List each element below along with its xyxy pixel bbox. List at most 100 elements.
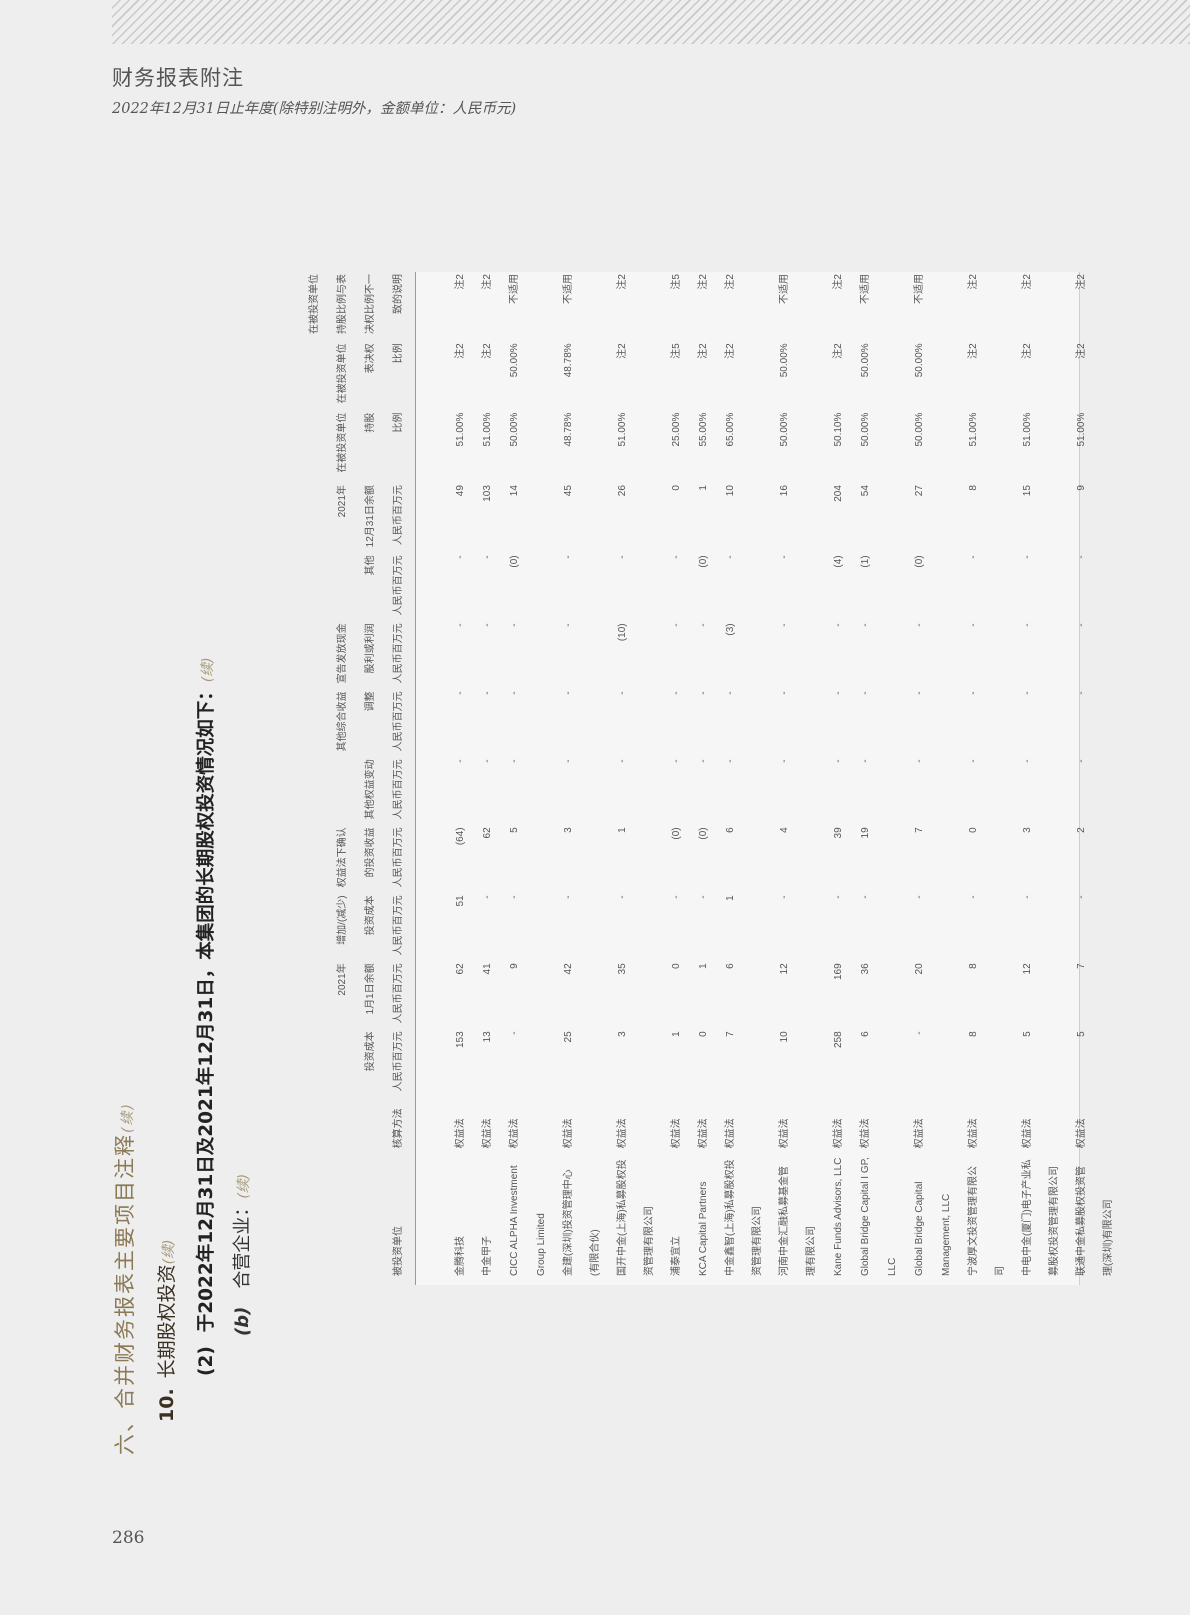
sub-title: 于2022年12月31日及2021年12月31日，本集团的长期股权投资情况如下： xyxy=(196,682,217,1333)
table-cell: - xyxy=(968,895,979,899)
table-cell: 2 xyxy=(1076,827,1087,833)
table-cell: - xyxy=(725,555,736,559)
column-header-line: 增加/(减少) xyxy=(337,895,348,945)
column-header-line: 宣告发放现金 xyxy=(337,623,348,684)
table-cell: - xyxy=(509,623,520,627)
table-cell: - xyxy=(914,759,925,763)
table-cell: - xyxy=(563,691,574,695)
table-cell: - xyxy=(968,691,979,695)
table-cell: - xyxy=(1076,895,1087,899)
table-cell: 45 xyxy=(563,485,574,497)
table-row: Kane Funds Advisors, LLC 权益法 258 169 - 39 - - - (… xyxy=(825,270,852,1280)
column-header-line: 1月1日余额 xyxy=(365,963,376,1015)
table-cell: 注2 xyxy=(482,274,493,290)
table-cell: 50.00% xyxy=(860,412,871,447)
column-header-line: 比例 xyxy=(393,412,404,433)
table-cell: 不适用 xyxy=(509,274,520,304)
part-heading: (b) 合营企业：(续) xyxy=(228,1174,254,1336)
table-cell: - xyxy=(1022,895,1033,899)
investee-name-cell: 金腾科技 xyxy=(455,1236,466,1276)
item-continued: (续) xyxy=(161,1239,177,1265)
table-cell: 不适用 xyxy=(914,274,925,304)
table-cell: 注2 xyxy=(482,343,493,359)
column-header-line: 核算方法 xyxy=(393,1108,404,1149)
page-number: 286 xyxy=(112,1528,145,1548)
part-title: 合营企业： xyxy=(232,1198,253,1289)
column-header: 在被投资单位 持股比例与表 决权比例不一 致的说明 xyxy=(285,270,413,339)
table-cell: 48.78% xyxy=(563,412,574,447)
table-cell: 49 xyxy=(455,485,466,497)
table-cell: 0 xyxy=(671,485,682,491)
table-cell: 153 xyxy=(455,1031,466,1049)
table-cell: 权益法 xyxy=(482,1118,493,1149)
table-cell: 注2 xyxy=(455,274,466,290)
item-heading: 10. 长期股权投资(续) xyxy=(152,1239,179,1422)
table-cell: 27 xyxy=(914,485,925,497)
investee-name-cell: Kane Funds Advisors, LLC xyxy=(833,1157,844,1276)
column-header-line: 人民币百万元 xyxy=(393,759,404,820)
table-cell: 204 xyxy=(833,485,844,502)
table-cell: - xyxy=(509,691,520,695)
table-cell: 51.00% xyxy=(455,412,466,447)
table-row: 国开中金(上海)私募股权投资管理有限公司 权益法 3 35 - 1 - - (10) - 26 51.… xyxy=(609,270,663,1280)
investee-name-cell: KCA Capital Partners xyxy=(698,1181,709,1277)
document-subtitle: 2022年12月31日止年度(除特别注明外，金额单位：人民币元) xyxy=(112,101,517,117)
table-cell: (0) xyxy=(698,555,709,568)
table-row: 宁波厚文投资管理有限公司 权益法 8 8 - 0 - - - - 8 51.00% 注2 注2 xyxy=(960,270,1014,1280)
table-cell: 注2 xyxy=(617,343,628,359)
column-header-line: 2021年 xyxy=(337,963,348,996)
table-cell: - xyxy=(671,759,682,763)
table-cell: 10 xyxy=(725,485,736,497)
table-cell: 注2 xyxy=(1076,274,1087,290)
table-cell: - xyxy=(455,555,466,559)
investee-name-cell: 中电中金(厦门)电子产业私募股权投资管理有限公司 xyxy=(1022,1159,1060,1276)
table-cell: - xyxy=(1076,623,1087,627)
table-cell: 不适用 xyxy=(860,274,871,304)
table-cell: 25.00% xyxy=(671,412,682,447)
table-cell: - xyxy=(779,623,790,627)
table-cell: 51 xyxy=(455,895,466,907)
table-cell: 不适用 xyxy=(779,274,790,304)
table-row: Global Bridge Capital Management, LLC 权益法… xyxy=(906,270,960,1280)
rotated-content: 六、合并财务报表主要项目注释(续) 10.长期股权投资(续) (2)于2022年… xyxy=(95,270,1114,1460)
table-row: KCA Capital Partners 权益法 0 1 - (0) - - - (0) 1 55.0… xyxy=(690,270,717,1280)
table-cell: 注2 xyxy=(1076,343,1087,359)
investee-name-cell: Global Bridge Capital Management, LLC xyxy=(914,1181,952,1277)
column-header-line: 人民币百万元 xyxy=(393,1031,404,1092)
table-cell: - xyxy=(671,555,682,559)
table-cell: 5 xyxy=(1022,1031,1033,1037)
table-cell: - xyxy=(563,759,574,763)
table-cell: 权益法 xyxy=(725,1118,736,1149)
column-header-line: 其他综合收益 xyxy=(337,691,348,752)
table-cell: 注2 xyxy=(833,274,844,290)
section-title: 六、合并财务报表主要项目注释 xyxy=(113,1133,137,1455)
table-cell: 1 xyxy=(617,827,628,833)
column-header-line: 投资成本 xyxy=(365,895,376,936)
section-continued: (续) xyxy=(120,1102,136,1133)
table-cell: - xyxy=(833,759,844,763)
table-cell: 12 xyxy=(779,963,790,975)
table-cell: - xyxy=(1076,555,1087,559)
column-header: 权益法下确认 的投资收益 人民币百万元 xyxy=(285,823,413,891)
table-cell: 0 xyxy=(698,1031,709,1037)
table-cell: - xyxy=(509,895,520,899)
table-cell: 权益法 xyxy=(509,1118,520,1149)
table-row: 中电中金(厦门)电子产业私募股权投资管理有限公司 权益法 5 12 - 3 - - - - 15 51… xyxy=(1014,270,1068,1280)
sub-heading: (2) 于2022年12月31日及2021年12月31日，本集团的长期股权投资情况… xyxy=(192,657,218,1376)
table-cell: 6 xyxy=(725,963,736,969)
column-header-line: 人民币百万元 xyxy=(393,895,404,956)
table-cell: 权益法 xyxy=(1022,1118,1033,1149)
table-cell: - xyxy=(1022,691,1033,695)
investee-name-cell: 国开中金(上海)私募股权投资管理有限公司 xyxy=(617,1159,655,1276)
column-header-line: 的投资收益 xyxy=(365,827,376,878)
table-row: 金腾科技 权益法 153 62 51 (64) - - - - 49 51.00% 注2 注2 xyxy=(413,270,474,1280)
column-header-line: 决权比例不一 xyxy=(365,274,376,334)
investee-name-cell: 中金甲子 xyxy=(482,1236,493,1276)
table-cell: - xyxy=(725,759,736,763)
table-cell: 258 xyxy=(833,1031,844,1049)
table-cell: 6 xyxy=(725,827,736,833)
table-row: 中金鑫智(上海)私募股权投资管理有限公司 权益法 7 6 1 6 - - (3) - 10 65.00… xyxy=(717,270,771,1280)
table-cell: 7 xyxy=(725,1031,736,1037)
table-cell: 50.00% xyxy=(914,343,925,378)
table-cell: 19 xyxy=(860,827,871,839)
